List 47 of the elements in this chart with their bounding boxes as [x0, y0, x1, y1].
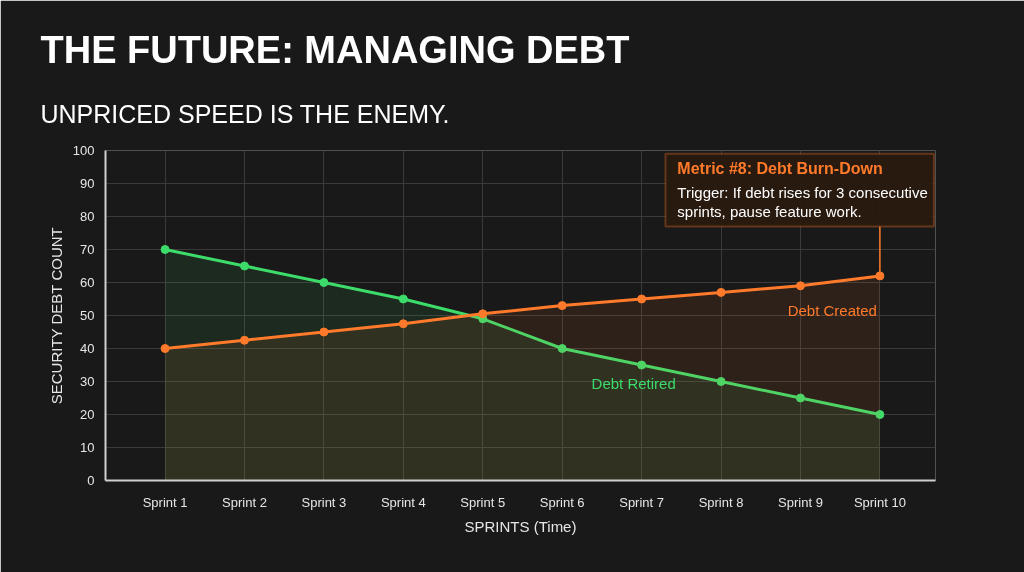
point [319, 278, 329, 287]
point [160, 344, 170, 353]
x-tick-label: Sprint 5 [460, 494, 506, 510]
point [319, 327, 329, 337]
annotation: Metric #8: Debt Burn-Down [677, 160, 883, 178]
point [478, 309, 488, 319]
chart-title: THE FUTURE: MANAGING DEBT [40, 28, 630, 71]
x-tick-label: Sprint 7 [619, 494, 665, 510]
y-tick-label: 10 [80, 440, 95, 455]
x-tick-label: Sprint 6 [539, 494, 585, 510]
x-tick-label: Sprint 8 [698, 494, 744, 510]
x-tick-label: Sprint 1 [142, 494, 188, 510]
y-tick-label: 40 [80, 341, 95, 356]
y-tick-label: 0 [87, 473, 95, 488]
point [716, 287, 726, 297]
point [875, 410, 885, 419]
y-tick-label: 30 [80, 374, 95, 389]
y-tick-label: 50 [80, 308, 95, 323]
series-label: Debt Created [787, 302, 877, 320]
annotation: Trigger: If debt rises for 3 consecutive sprints, pause feature work. [677, 183, 928, 221]
point [160, 245, 170, 254]
x-tick-label: Sprint 9 [778, 494, 823, 510]
chart-subtitle: UNPRICED SPEED IS THE ENEMY. [40, 100, 450, 128]
point [240, 261, 249, 271]
point [557, 301, 567, 311]
y-axis-title: SECURITY DEBT COUNT [47, 227, 65, 405]
point [637, 360, 647, 370]
y-tick-label: 80 [80, 209, 95, 224]
point [240, 335, 249, 345]
series-label: Debt Retired [591, 374, 676, 392]
point [398, 294, 408, 304]
point [398, 319, 408, 329]
x-tick-label: Sprint 4 [380, 494, 426, 510]
x-tick-label: Sprint 2 [222, 494, 267, 510]
y-tick-label: 20 [80, 407, 95, 422]
x-tick-label: Sprint 3 [301, 494, 347, 510]
x-axis-title: SPRINTS (Time) [464, 517, 577, 535]
point [795, 281, 805, 291]
y-tick-label: 90 [80, 176, 95, 191]
x-tick-label: Sprint 10 [853, 494, 906, 510]
y-tick-label: 60 [80, 275, 95, 290]
point [716, 377, 726, 386]
y-tick-label: 100 [72, 143, 95, 158]
point [637, 294, 647, 304]
point [795, 393, 805, 403]
point [557, 344, 567, 353]
y-tick-label: 70 [80, 242, 95, 257]
